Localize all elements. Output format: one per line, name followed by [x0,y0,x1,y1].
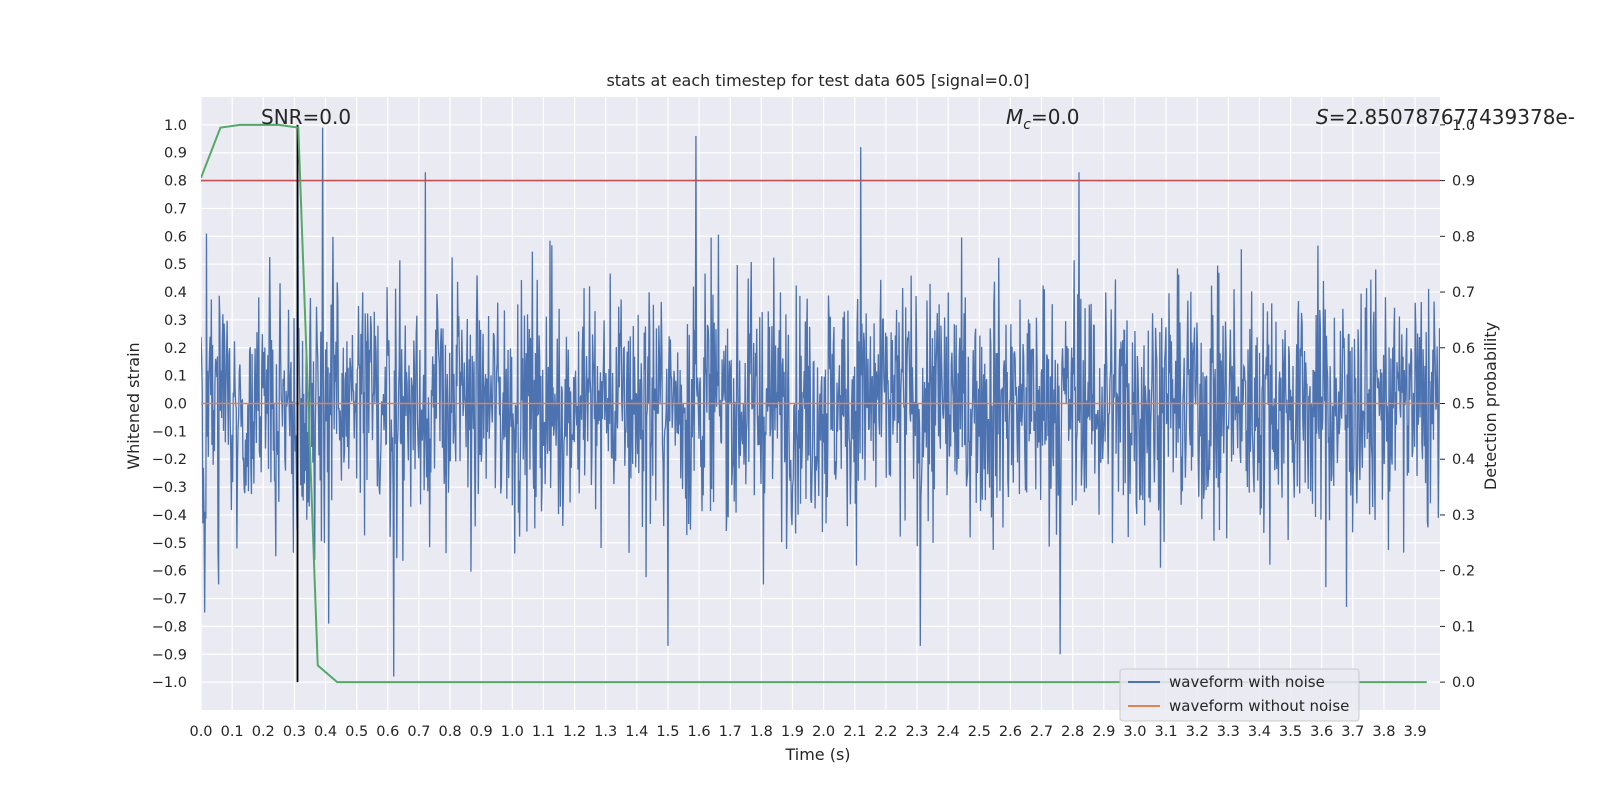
y2-tick-label: 0.8 [1452,229,1475,245]
y2-tick-label: 0.3 [1452,508,1475,524]
x-tick-label: 3.8 [1372,724,1395,740]
y-tick-label: 0.7 [164,201,187,217]
x-tick-label: 2.4 [937,724,960,740]
x-tick-label: 1.4 [625,724,648,740]
y-tick-label: 0.2 [164,341,187,357]
y2-tick-labels: 1.0 0.9 0.8 0.7 0.6 0.5 0.4 0.3 0.2 0.1 0.0 [1440,118,1475,691]
x-tick-label: 3.9 [1404,724,1427,740]
y-tick-label: −0.1 [152,424,187,440]
y-tick-label: 1.0 [164,118,187,134]
y-tick-label: −0.9 [152,647,187,663]
x-tick-label: 1.2 [563,724,586,740]
y2-tick-label: 0.2 [1452,564,1475,580]
y2-tick-label: 0.1 [1452,619,1475,635]
x-tick-label: 0.9 [470,724,493,740]
x-tick-label: 0.2 [252,724,275,740]
x-tick-label: 2.9 [1092,724,1115,740]
x-tick-label: 1.6 [688,724,711,740]
x-axis-label: Time (s) [784,745,850,764]
y2-tick-label: 0.4 [1452,452,1475,468]
chart-title: stats at each timestep for test data 605… [606,71,1029,90]
x-tick-label: 2.2 [874,724,897,740]
y-axis-label: Whitened strain [124,342,143,469]
y-tick-label: −1.0 [152,675,187,691]
x-tick-label: 2.6 [999,724,1022,740]
y2-tick-label: 0.7 [1452,285,1475,301]
y-tick-label: 0.3 [164,313,187,329]
x-tick-label: 0.5 [345,724,368,740]
x-tick-label: 0.0 [189,724,212,740]
y-tick-label: −0.2 [152,452,187,468]
x-tick-label: 1.8 [750,724,773,740]
x-tick-label: 2.3 [905,724,928,740]
annotation-s: S=2.850787677439378e- [1316,105,1575,129]
x-tick-label: 3.1 [1155,724,1178,740]
x-tick-label: 2.8 [1061,724,1084,740]
x-tick-label: 3.5 [1279,724,1302,740]
y-tick-label: −0.3 [152,480,187,496]
y-tick-label: 0.8 [164,174,187,190]
x-tick-label: 3.2 [1186,724,1209,740]
legend-label-with-noise: waveform with noise [1169,673,1325,691]
legend-label-without-noise: waveform without noise [1169,697,1349,715]
y-tick-label: 0.0 [164,397,187,413]
x-tick-label: 2.1 [843,724,866,740]
annotation-snr: SNR=0.0 [261,105,351,129]
x-tick-label: 3.7 [1341,724,1364,740]
x-tick-label: 2.7 [1030,724,1053,740]
x-tick-label: 3.0 [1123,724,1146,740]
x-tick-label: 3.3 [1217,724,1240,740]
y-tick-labels: 1.0 0.9 0.8 0.7 0.6 0.5 0.4 0.3 0.2 0.1 0.0 −0.1 −0.… [152,118,187,691]
x-tick-label: 1.0 [501,724,524,740]
annotation-chirp-mass: Mc=0.0 [1006,105,1080,133]
x-tick-label: 2.0 [812,724,835,740]
x-tick-label: 1.7 [719,724,742,740]
y-tick-label: −0.7 [152,592,187,608]
y2-tick-label: 1.0 [1452,118,1475,134]
series-detection-probability [201,123,1427,684]
plot-area [201,123,1440,684]
y-tick-label: 0.6 [164,229,187,245]
legend-frame [1119,668,1360,722]
series-waveform-with-noise [201,127,1440,677]
x-tick-label: 1.3 [594,724,617,740]
y2-axis-label: Detection probability [1481,322,1500,490]
x-tick-label: 1.9 [781,724,804,740]
x-tick-label: 0.8 [439,724,462,740]
x-tick-label: 3.4 [1248,724,1271,740]
x-tick-label: 0.7 [407,724,430,740]
y2-tick-label: 0.6 [1452,341,1475,357]
y-tick-label: −0.5 [152,536,187,552]
x-tick-label: 2.5 [968,724,991,740]
legend: waveform with noise waveform without noi… [1119,668,1360,722]
x-tick-labels: 0.0 0.1 0.2 0.3 0.4 0.5 0.6 0.7 0.8 0.9 1.0 1.1 1.2 1… [189,724,1426,740]
y-tick-label: 0.1 [164,369,187,385]
x-tick-label: 0.6 [376,724,399,740]
x-tick-label: 0.3 [283,724,306,740]
x-tick-label: 3.6 [1310,724,1333,740]
y-tick-label: −0.6 [152,564,187,580]
y-tick-label: 0.9 [164,146,187,162]
y2-tick-label: 0.9 [1452,174,1475,190]
y-tick-label: 0.4 [164,285,187,301]
y2-tick-label: 0.0 [1452,675,1475,691]
y-tick-label: 0.5 [164,257,187,273]
y-tick-label: −0.8 [152,619,187,635]
x-tick-label: 0.1 [221,724,244,740]
x-tick-label: 1.1 [532,724,555,740]
y-tick-label: −0.4 [152,508,187,524]
x-tick-label: 0.4 [314,724,337,740]
y2-tick-label: 0.5 [1452,397,1475,413]
x-tick-label: 1.5 [656,724,679,740]
